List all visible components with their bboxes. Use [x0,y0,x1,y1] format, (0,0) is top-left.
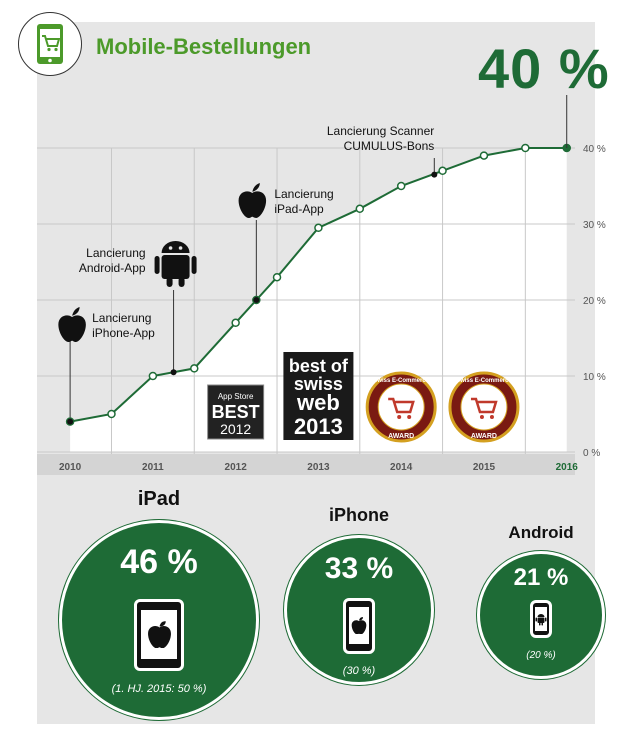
annotation-label: Lancierung [274,187,333,201]
stat-comparison: (30 %) [342,665,376,677]
stat-value: 46 % [120,543,198,581]
x-tick-label: 2011 [142,462,164,473]
badge-text: AWARD [388,433,414,440]
apple-icon [238,191,267,218]
badge-text: AWARD [471,433,497,440]
data-point [148,371,158,381]
android-arm [191,256,197,274]
annotation-label: CUMULUS-Bons [344,139,435,153]
android-icon [535,613,547,626]
cart-icon [388,397,415,414]
device-screen [534,606,548,631]
annotation-label: Lancierung [92,311,151,325]
android-body [161,255,190,279]
apple-icon [147,620,171,648]
appstore-best-2012-badge [207,384,265,440]
badge-inner [377,383,425,431]
data-point [272,272,282,282]
x-axis-strip [37,454,575,475]
y-tick-label: 40 % [583,144,606,155]
x-tick-label: 2010 [59,462,82,473]
annotation-marker [170,369,177,376]
x-tick-label: 2014 [390,462,413,473]
annotation-label: iPad-App [274,202,324,216]
badge-text: web [296,390,340,415]
stat-android: Android 21 % (20 %) [476,523,606,679]
badge-text: 2013 [294,414,343,439]
cart-wheel [407,415,412,419]
data-point [355,204,365,214]
y-tick-label: 10 % [583,372,606,383]
badge-text: swiss [294,374,343,394]
stat-label: iPhone [328,505,389,525]
cart-wheel [489,415,494,419]
android-leg [178,277,185,287]
annotation-label: iPhone-App [92,326,155,340]
data-point [521,143,530,153]
apple-leaf [72,307,80,316]
stat-comparison: (20 %) [526,650,556,661]
x-tick-label: 2016 [556,462,579,473]
x-tick-label: 2012 [225,462,248,473]
stat-ipad: iPad 46 % (1. HJ. 2015: 50 %) [58,488,260,720]
data-point [479,151,489,160]
cart-wheel [397,415,402,419]
stat-label: Android [508,523,574,542]
y-tick-label: 20 % [583,296,606,307]
android-leg [166,277,173,287]
device-screen [348,607,370,644]
android-icon [161,241,190,253]
stat-iphone: iPhone 33 % (30 %) [283,505,435,685]
stat-value: 33 % [324,552,394,585]
badge-text: best of [289,356,349,376]
cart-wheel [479,415,484,419]
data-point [231,318,240,328]
badge-text: Swiss E-Commerce [456,378,512,384]
x-tick-label: 2013 [307,462,330,473]
data-point [107,409,116,419]
page-title: Mobile-Bestellungen [96,34,312,59]
badge-inner [460,383,508,431]
badge-text: BEST [212,402,260,422]
android-arm [154,256,160,274]
data-point [190,364,199,373]
badge-text: App Store [218,392,254,401]
stat-circle: 46 % (1. HJ. 2015: 50 %) [59,520,259,720]
badge-text: 2012 [220,421,251,437]
android-eye [168,246,173,250]
android-phone-icon [530,600,552,638]
stat-comparison: (1. HJ. 2015: 50 %) [111,683,207,695]
annotation-label: Lancierung Scanner [327,124,434,138]
shopping-cart-phone-icon [18,12,82,76]
data-point [314,223,323,233]
cart-icon [470,397,498,414]
annotation-marker [67,418,74,425]
stat-label: iPad [137,488,181,510]
annotation-marker [431,171,438,178]
x-tick-label: 2015 [473,462,496,473]
annotation-marker [253,297,260,303]
y-tick-label: 30 % [583,220,606,231]
device-screen [141,609,177,659]
data-point [438,166,447,176]
annotation-label: Lancierung [86,246,145,260]
annotation-label: Android-App [79,261,146,275]
stat-circle: 33 % (30 %) [284,535,434,685]
data-point [396,181,406,191]
apple-icon [351,616,367,635]
phone-icon [343,598,375,654]
apple-leaf [252,183,260,192]
headline-value: 40 % [478,37,610,100]
best-of-swiss-web-2013-badge [283,352,354,440]
android-eye [178,246,183,250]
series-line [69,147,567,423]
apple-icon [58,315,86,342]
y-tick-label: 0 % [583,448,600,459]
tablet-icon [134,599,184,671]
stat-value: 21 % [513,564,569,591]
stat-circle: 21 % (20 %) [477,551,605,679]
badge-text: Swiss E-Commerce [373,378,429,384]
